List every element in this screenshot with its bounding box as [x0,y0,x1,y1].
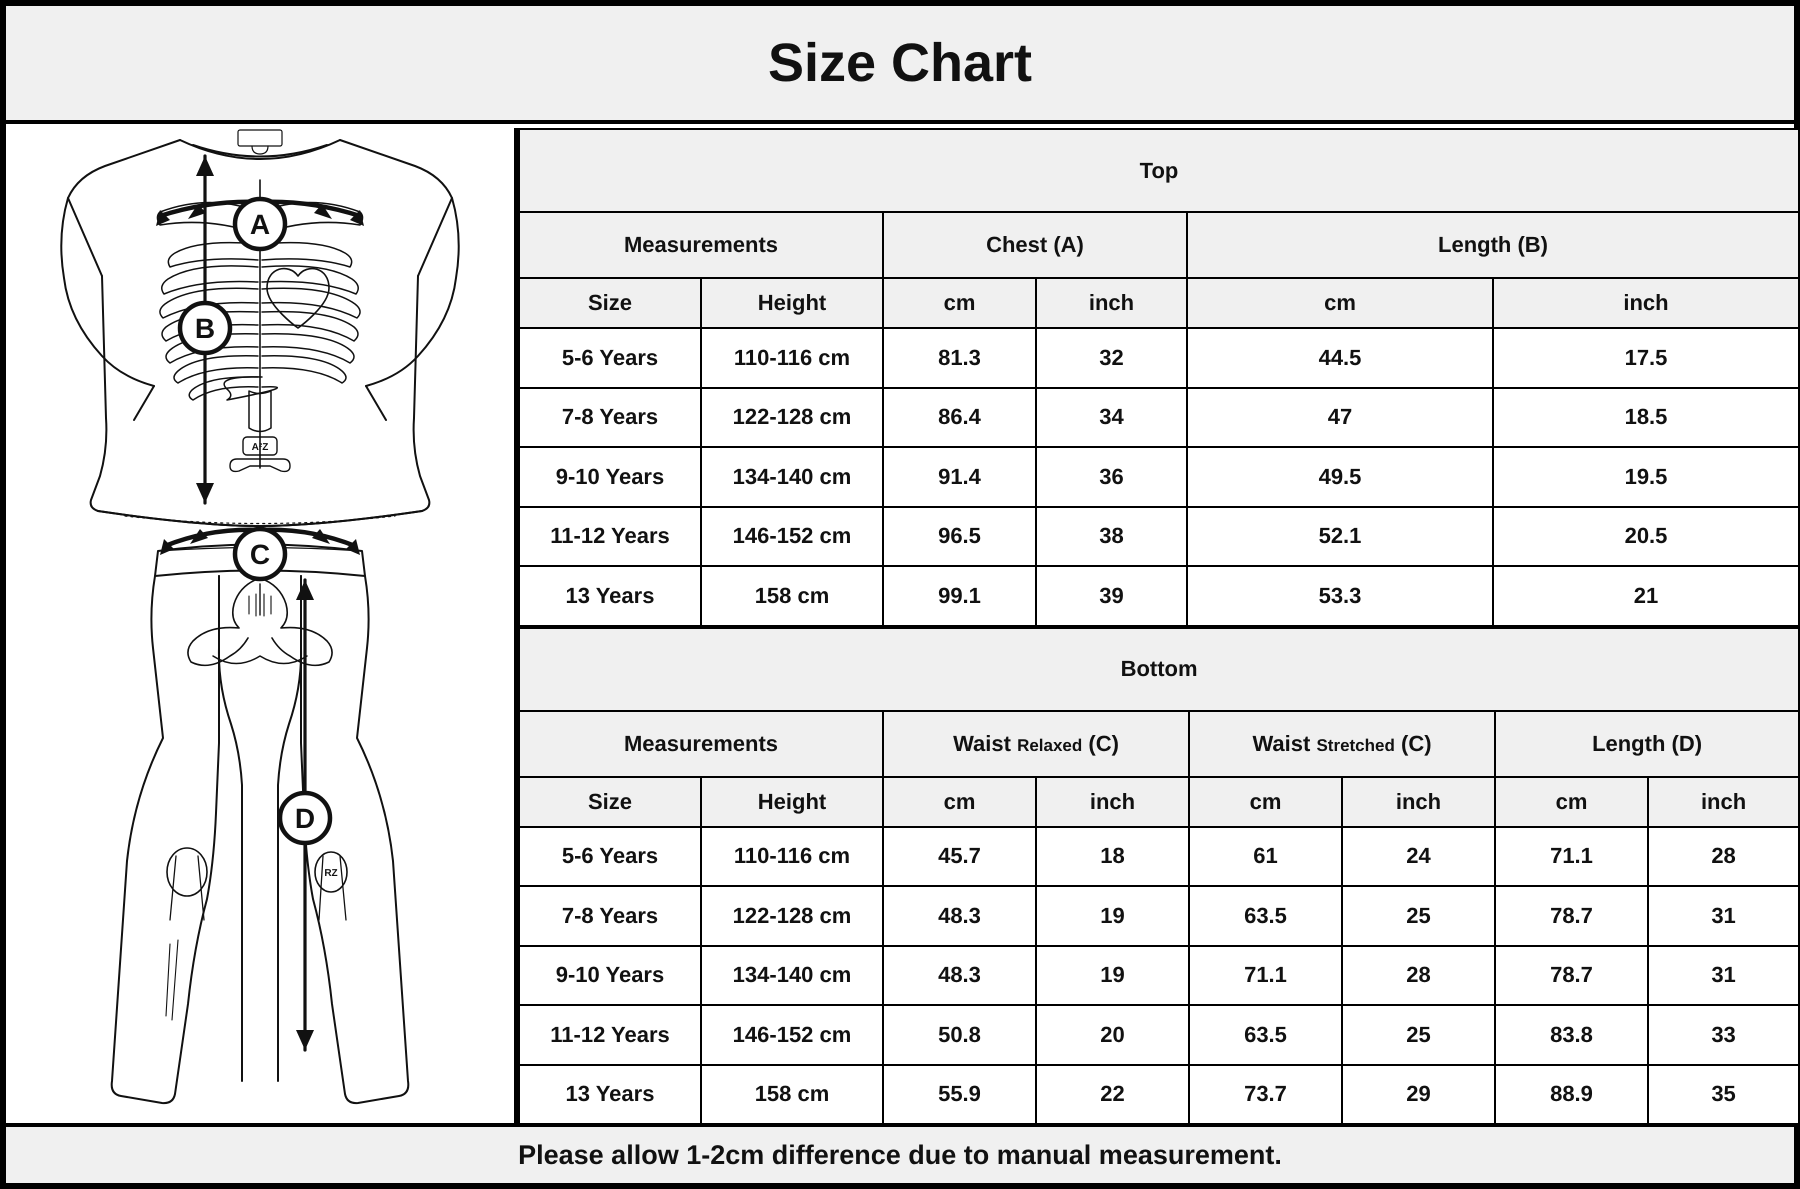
svg-text:D: D [295,803,315,834]
svg-text:C: C [250,539,270,570]
svg-text:B: B [195,313,215,344]
svg-text:RZ: RZ [324,868,337,879]
svg-text:A²Z: A²Z [252,442,269,453]
svg-text:A: A [250,209,270,240]
